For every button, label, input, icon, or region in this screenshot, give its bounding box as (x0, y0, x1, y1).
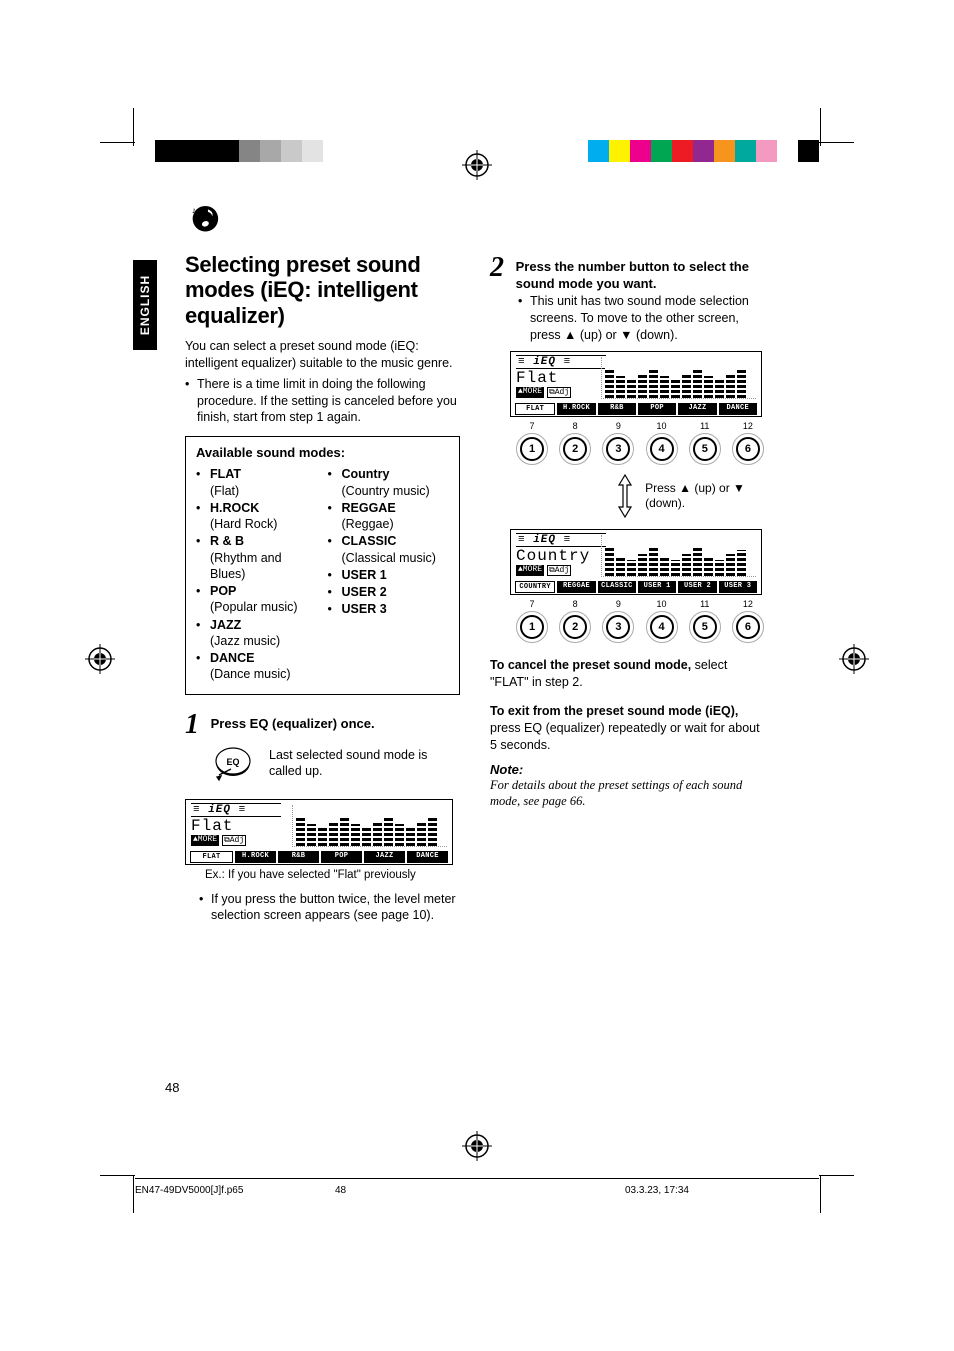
crop-mark (133, 1175, 134, 1213)
mode-item: Country(Country music) (328, 466, 450, 499)
footer-page: 48 (335, 1185, 515, 1196)
modes-col-right: Country(Country music)REGGAE(Reggae)CLAS… (328, 466, 450, 683)
step-1-body: Last selected sound mode is called up. (269, 747, 460, 781)
eq-button-illustration: EQ Last selected sound mode is called up… (213, 747, 460, 791)
left-column: Selecting preset sound modes (iEQ: intel… (185, 252, 460, 924)
mode-item: POP(Popular music) (196, 583, 318, 616)
number-button-4[interactable]: 4 (650, 437, 674, 461)
colorbar-right (588, 140, 819, 162)
mode-item: USER 3 (328, 601, 450, 617)
registration-mark-icon (462, 1131, 492, 1161)
crop-mark (100, 142, 135, 143)
number-button-5[interactable]: 5 (693, 615, 717, 639)
number-button-1[interactable]: 1 (520, 615, 544, 639)
crop-mark (133, 108, 134, 146)
intro-bullet: There is a time limit in doing the follo… (185, 376, 460, 427)
music-note-icon: ♪ (185, 200, 219, 237)
cancel-note: To cancel the preset sound mode, select … (490, 657, 765, 691)
colorbar-left (155, 140, 344, 162)
mode-item: CLASSIC(Classical music) (328, 533, 450, 566)
lcd-display-flat: ≡ iEQ ≡Flat▲MORE⧉AdjFLATH.ROCKR&BPOPJAZZ… (185, 799, 453, 865)
note-heading: Note: (490, 762, 765, 777)
number-button-1[interactable]: 1 (520, 437, 544, 461)
crop-mark (819, 1175, 854, 1176)
step-2: 2 Press the number button to select the … (490, 252, 765, 639)
number-button-3[interactable]: 3 (606, 615, 630, 639)
number-button-4[interactable]: 4 (650, 615, 674, 639)
page-content: Selecting preset sound modes (iEQ: intel… (185, 252, 765, 924)
step-1-number: 1 (185, 709, 207, 741)
crop-mark (820, 1175, 821, 1213)
mode-item: USER 2 (328, 584, 450, 600)
footer-file: EN47-49DV5000[J]f.p65 (135, 1185, 335, 1196)
button-labels-row-2: 789101112 (520, 599, 760, 609)
language-label: ENGLISH (138, 275, 152, 335)
number-button-2[interactable]: 2 (563, 437, 587, 461)
footer-date: 03.3.23, 17:34 (515, 1185, 819, 1196)
number-button-3[interactable]: 3 (606, 437, 630, 461)
mode-item: JAZZ(Jazz music) (196, 617, 318, 650)
registration-mark-icon (462, 150, 492, 180)
page-title: Selecting preset sound modes (iEQ: intel… (185, 252, 460, 328)
step-2-number: 2 (490, 252, 512, 284)
lcd-display-country-screen: ≡ iEQ ≡Country▲MORE⧉AdjCOUNTRYREGGAECLAS… (510, 529, 762, 595)
svg-text:EQ: EQ (226, 757, 239, 767)
number-button-6[interactable]: 6 (736, 437, 760, 461)
mode-item: FLAT(Flat) (196, 466, 318, 499)
mode-item: USER 1 (328, 567, 450, 583)
step-1-bullet: If you press the button twice, the level… (199, 891, 460, 925)
right-column: 2 Press the number button to select the … (490, 252, 765, 809)
note-body: For details about the preset settings of… (490, 777, 765, 810)
page-number: 48 (165, 1080, 179, 1095)
language-tab: ENGLISH (133, 260, 157, 350)
button-labels-row-1: 789101112 (520, 421, 760, 431)
footer: EN47-49DV5000[J]f.p65 48 03.3.23, 17:34 (135, 1178, 819, 1196)
mode-item: H.ROCK(Hard Rock) (196, 500, 318, 533)
number-button-5[interactable]: 5 (693, 437, 717, 461)
registration-mark-icon (839, 644, 869, 674)
exit-note: To exit from the preset sound mode (iEQ)… (490, 703, 765, 754)
step-1-caption: Ex.: If you have selected "Flat" previou… (205, 869, 460, 881)
exit-rest: press EQ (equalizer) repeatedly or wait … (490, 721, 760, 752)
crop-mark (100, 1175, 135, 1176)
modes-col-left: FLAT(Flat)H.ROCK(Hard Rock)R & B(Rhythm … (196, 466, 318, 683)
svg-text:♪: ♪ (192, 205, 196, 215)
step-2-bullet: This unit has two sound mode selection s… (518, 293, 765, 344)
mode-item: R & B(Rhythm and Blues) (196, 533, 318, 582)
up-down-arrow-icon (610, 471, 635, 521)
registration-mark-icon (85, 644, 115, 674)
crop-mark (820, 108, 821, 146)
step-1-heading: Press EQ (equalizer) once. (211, 709, 456, 733)
mode-item: REGGAE(Reggae) (328, 500, 450, 533)
step-2-heading: Press the number button to select the so… (516, 252, 761, 293)
number-buttons-row-1: 123456 (520, 437, 760, 461)
sound-modes-box: Available sound modes: FLAT(Flat)H.ROCK(… (185, 436, 460, 694)
crop-mark (819, 142, 854, 143)
cancel-bold: To cancel the preset sound mode, (490, 658, 691, 672)
arrow-note: Press ▲ (up) or ▼ (down). (645, 481, 765, 512)
number-buttons-row-2: 123456 (520, 615, 760, 639)
number-button-6[interactable]: 6 (736, 615, 760, 639)
intro-text: You can select a preset sound mode (iEQ:… (185, 338, 460, 372)
exit-bold: To exit from the preset sound mode (iEQ)… (490, 704, 738, 718)
lcd-display-flat-screen: ≡ iEQ ≡Flat▲MORE⧉AdjFLATH.ROCKR&BPOPJAZZ… (510, 351, 762, 417)
mode-item: DANCE(Dance music) (196, 650, 318, 683)
modes-heading: Available sound modes: (196, 445, 449, 460)
number-button-2[interactable]: 2 (563, 615, 587, 639)
intro-bullet-text: There is a time limit in doing the follo… (197, 377, 457, 425)
step-1: 1 Press EQ (equalizer) once. EQ Last sel… (185, 709, 460, 925)
